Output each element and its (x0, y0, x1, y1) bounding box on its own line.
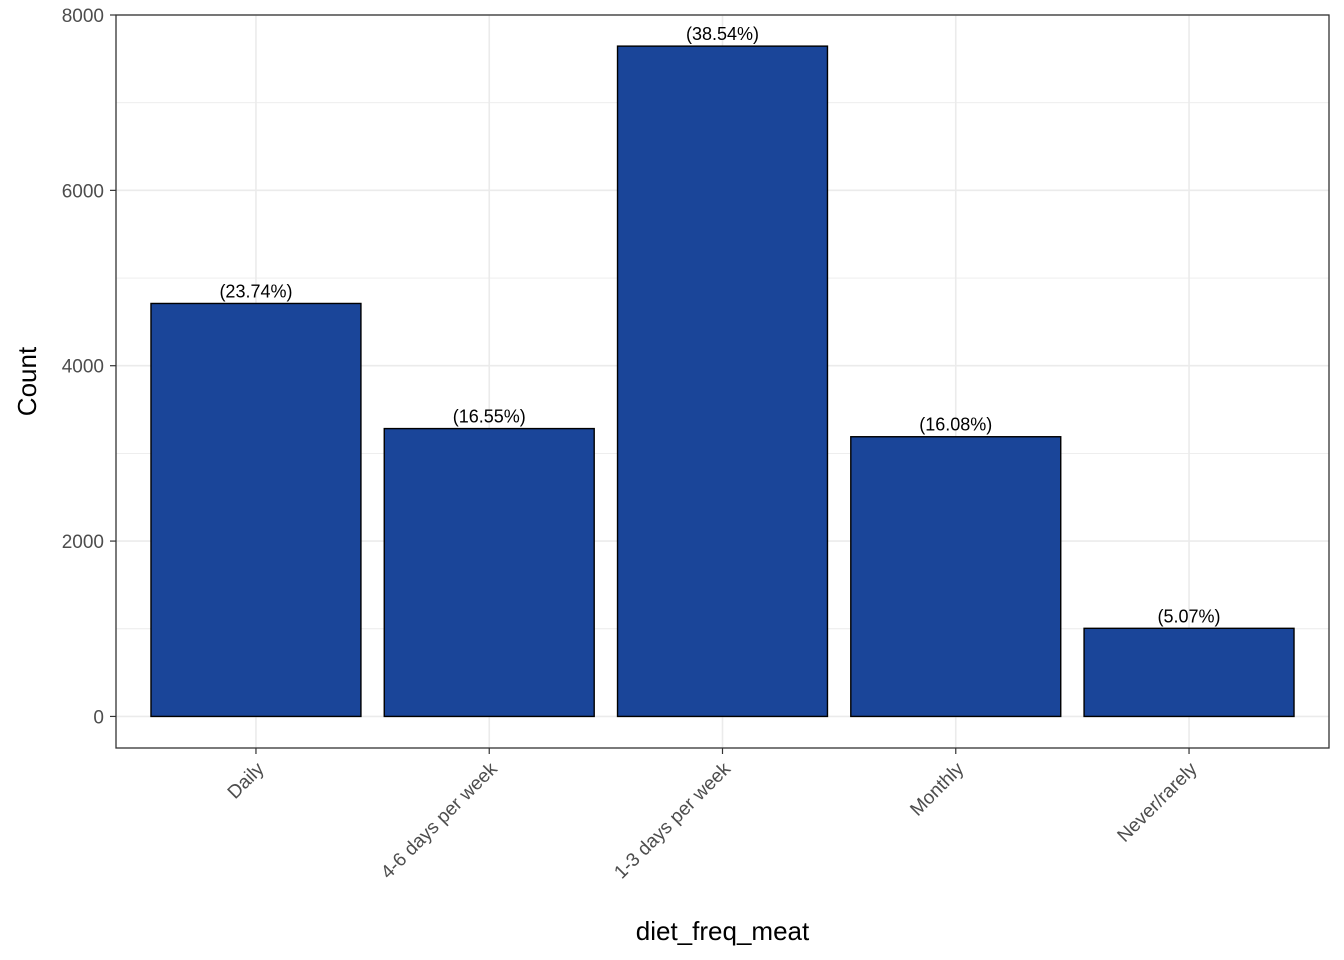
data-labels: (23.74%) (16.55%) (38.54%) (16.08%) (5.07%) (219, 24, 1220, 626)
y-tick-label: 6000 (62, 181, 104, 202)
bar (850, 436, 1062, 718)
bars (150, 45, 1295, 718)
y-tick-label: 0 (93, 707, 104, 728)
bar (383, 427, 595, 718)
data-label: (16.55%) (453, 407, 526, 427)
bar (1083, 627, 1295, 718)
y-axis-title: Count (12, 346, 42, 416)
y-tick-label: 4000 (62, 357, 104, 378)
data-label: (38.54%) (686, 24, 759, 44)
data-label: (5.07%) (1158, 606, 1221, 626)
bar (616, 45, 829, 718)
y-tick-label: 8000 (62, 6, 104, 27)
x-axis-title: diet_freq_meat (636, 916, 810, 946)
y-tick-label: 2000 (62, 532, 104, 553)
data-label: (23.74%) (219, 281, 292, 301)
bar (150, 302, 362, 718)
data-label: (16.08%) (919, 415, 992, 435)
